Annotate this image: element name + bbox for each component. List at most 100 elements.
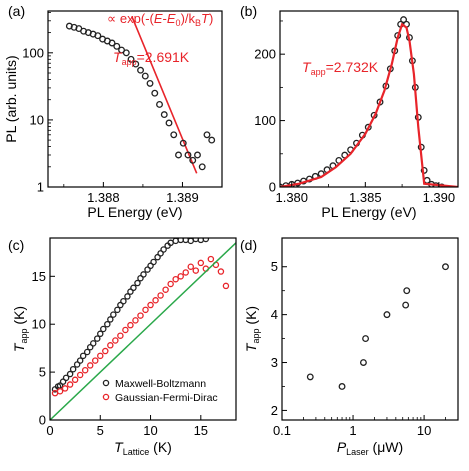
mb-point	[86, 343, 94, 351]
panel-c: 0 5 10 15 0 5 10 15 (c) Tapp (K) TLattice (K) Maxwe…	[8, 237, 237, 457]
data-point	[132, 60, 140, 68]
gfd-point	[61, 385, 69, 392]
data-point	[402, 301, 410, 309]
axes-frame	[279, 10, 459, 188]
gfd-point	[71, 376, 79, 384]
mb-point	[140, 271, 147, 278]
mb-point	[100, 325, 107, 333]
a-fit-formula: ∝ exp(-(E-E0)/kBT)	[107, 11, 213, 28]
c-xtick-label: 10	[143, 423, 157, 438]
data-point	[338, 383, 346, 390]
mb-point	[154, 253, 161, 261]
gfd-point	[152, 297, 159, 304]
mb-point	[124, 293, 131, 300]
mb-point	[114, 306, 121, 314]
mb-point	[79, 352, 87, 360]
mb-point	[97, 330, 104, 338]
data-point	[151, 89, 159, 97]
mb-point	[62, 374, 70, 382]
gfd-point	[192, 267, 200, 274]
gfd-point	[207, 255, 215, 263]
data-point	[442, 263, 449, 271]
gfd-point	[177, 273, 184, 280]
data-point	[160, 111, 168, 119]
mb-point	[134, 279, 141, 287]
c-ylabel: Tapp (K)	[11, 306, 29, 352]
axes-frame	[47, 10, 223, 188]
d-xtick-label: 1	[349, 423, 356, 438]
c-legend: Maxwell-Boltzmann Gaussian-Fermi-Dirac	[102, 378, 218, 404]
mb-point	[157, 250, 164, 257]
b-panel-label: (b)	[240, 3, 257, 19]
data-point	[184, 151, 192, 159]
data-point	[208, 136, 216, 144]
gfd-point	[91, 357, 99, 364]
c-xtick-label: 5	[97, 423, 104, 438]
gfd-point	[147, 301, 154, 309]
mb-point	[107, 316, 114, 323]
c-panel-label: (c)	[8, 237, 24, 253]
gfd-point	[66, 381, 74, 388]
data-point	[141, 72, 149, 80]
mb-point	[94, 335, 101, 342]
gfd-point	[167, 280, 174, 288]
mb-point	[147, 262, 154, 270]
d-ylabel: Tapp (K)	[243, 306, 261, 352]
gfd-point	[127, 321, 134, 329]
gfd-point	[132, 317, 139, 324]
c-ytick-label: 10	[32, 317, 46, 332]
panel-a: 1 10 100 1.388 1.389 (a) PL (arb. units) PL Ene…	[3, 3, 223, 220]
a-xtick-label: 1.388	[87, 190, 120, 205]
data-point	[137, 66, 144, 74]
d-ytick-label: 4	[271, 307, 278, 322]
c-xtick-label: 0	[46, 423, 53, 438]
mb-point	[192, 238, 200, 243]
data-point	[165, 119, 173, 127]
data-point	[189, 156, 197, 164]
d-xtick-label: 0.1	[273, 423, 291, 438]
c-ytick-label: 15	[32, 269, 46, 284]
d-ytick-label: 3	[271, 355, 278, 370]
data-point	[198, 163, 206, 171]
b-ytick-label: 100	[254, 113, 276, 128]
gfd-point	[122, 326, 129, 334]
mb-point	[73, 361, 81, 368]
axes-frame	[281, 237, 459, 421]
data-point	[108, 39, 116, 47]
legend-label: Gaussian-Fermi-Dirac	[115, 392, 218, 404]
gfd-point	[86, 362, 94, 369]
data-point	[359, 359, 367, 366]
d-ytick-label: 2	[271, 403, 278, 418]
mb-point	[144, 266, 151, 273]
mb-point	[104, 320, 111, 328]
data-point	[203, 131, 211, 139]
data-point	[170, 131, 178, 139]
a-ytick-label: 100	[22, 45, 44, 60]
gfd-point	[217, 268, 225, 275]
gfd-point	[117, 332, 124, 339]
data-point	[94, 32, 102, 40]
d-xlabel: PLaser (μW)	[337, 439, 403, 457]
data-point	[156, 100, 163, 108]
mb-point	[66, 370, 74, 378]
a-panel-label: (a)	[8, 3, 25, 19]
b-xtick-label: 1.380	[275, 190, 308, 205]
b-ytick-label: 0	[269, 180, 276, 195]
d-ytick-label: 5	[271, 259, 278, 274]
d-xtick-label: 10	[417, 423, 431, 438]
data-point	[113, 42, 121, 50]
data-point	[362, 335, 370, 343]
gfd-point	[222, 282, 230, 290]
a-tapp-annotation: Tapp=2.691K	[113, 49, 190, 67]
b-xlabel: PL Energy (eV)	[321, 204, 416, 220]
mb-point	[150, 258, 157, 266]
b-tapp-annotation: Tapp=2.732K	[302, 59, 379, 77]
data-point	[127, 55, 135, 63]
data-point	[179, 139, 187, 147]
legend-label: Maxwell-Boltzmann	[115, 378, 206, 390]
data-point	[403, 287, 411, 295]
a-ytick-label: 10	[30, 112, 44, 127]
gfd-point	[97, 352, 104, 360]
legend-marker	[102, 393, 110, 401]
